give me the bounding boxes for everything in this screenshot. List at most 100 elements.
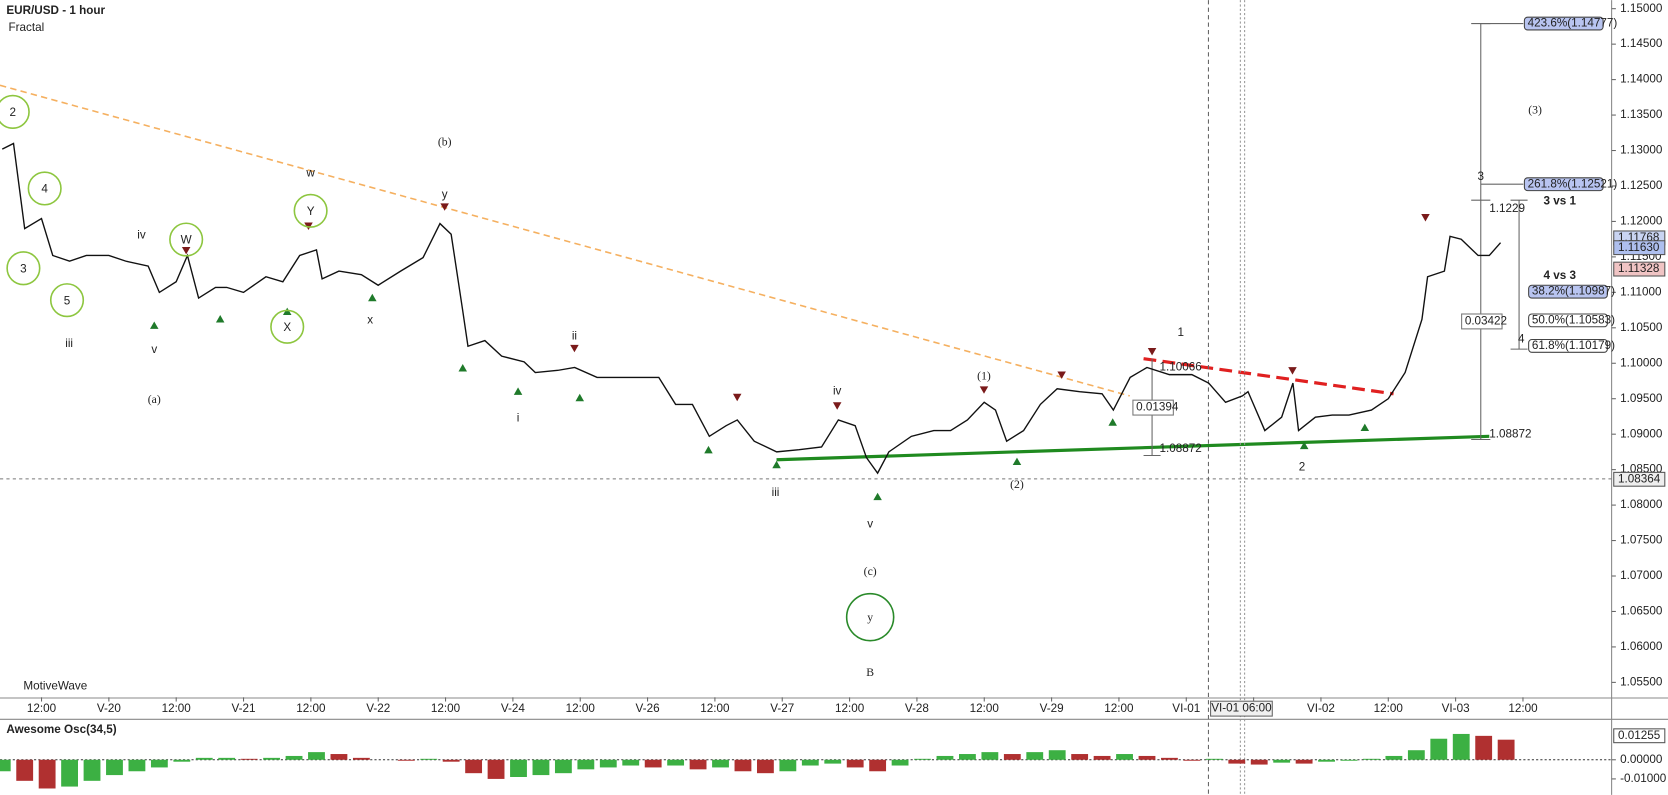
price-marker (1613, 240, 1666, 256)
x-tick-label: V-24 (501, 702, 526, 715)
wave-label: B (866, 666, 874, 679)
osc-bar (487, 759, 505, 779)
fractal-down (570, 344, 579, 353)
osc-bar (532, 759, 550, 776)
wave-circle (27, 171, 62, 206)
fib-label: 4 vs 3 (1544, 269, 1577, 282)
y-tick-label: 1.06000 (1620, 640, 1663, 653)
osc-bar (128, 759, 146, 772)
fractal-up (1108, 418, 1117, 426)
x-tick-label: 12:00 (1508, 702, 1538, 715)
osc-bar (1048, 750, 1066, 760)
x-tick-label: V-27 (770, 702, 794, 715)
wave-circle (49, 283, 85, 318)
osc-bar (599, 759, 617, 768)
wave-label: 5 (64, 294, 71, 307)
y-tick-label: 1.10500 (1620, 321, 1663, 334)
x-tick-label: 12:00 (1374, 702, 1404, 715)
x-tick-label: VI-03 (1442, 702, 1470, 715)
wave-circle (845, 592, 895, 642)
wave-label: y (867, 611, 873, 624)
wave-label: ii (572, 329, 577, 342)
x-tick-label: 12:00 (970, 702, 1000, 715)
osc-bar (1340, 759, 1358, 761)
x-tick-label: V-21 (232, 702, 256, 715)
measure-box (1132, 399, 1174, 416)
y-tick-label: 1.12000 (1620, 215, 1663, 228)
x-tick-label: V-26 (636, 702, 660, 715)
price-marker-label: 1.08364 (1618, 472, 1661, 485)
wave-circle (293, 193, 328, 228)
x-tick-label: 12:00 (27, 702, 57, 715)
wave-label: iv (833, 385, 842, 398)
fractal-up (282, 307, 292, 316)
fib-label: 61.8%(1.10179) (1532, 339, 1615, 352)
y-tick-label: 1.10000 (1620, 356, 1663, 369)
wave-label: (2) (1010, 478, 1024, 491)
indicator-title: Awesome Osc(34,5) (6, 723, 116, 736)
fractals (149, 203, 1430, 501)
wave-circle (6, 251, 41, 286)
fractal-up (1299, 441, 1309, 450)
fib-box (1528, 313, 1608, 328)
osc-bar (959, 754, 976, 760)
osc-bar (1295, 759, 1313, 764)
osc-bar (38, 759, 56, 789)
osc-bar (1385, 755, 1403, 760)
x-tick-label: 12:00 (431, 702, 461, 715)
fractal-down (1288, 367, 1297, 375)
fib-box (1523, 16, 1604, 31)
wave-label: v (151, 343, 157, 356)
fractal-up (1360, 423, 1370, 432)
osc-bar (330, 754, 348, 760)
wave-label: v (867, 518, 873, 531)
osc-bar (465, 759, 483, 774)
fractal-down (979, 386, 989, 394)
osc-bar (420, 758, 438, 760)
price-marker-label: 1.11328 (1618, 262, 1659, 275)
measure-label: 1.10066 (1160, 360, 1202, 373)
fractal-up (873, 492, 882, 501)
x-tick-label: 12:00 (1104, 702, 1134, 715)
osc-bar (1363, 758, 1380, 760)
wave-circle (270, 309, 305, 344)
indicator-name: Fractal (9, 21, 45, 34)
osc-bar (1228, 759, 1246, 764)
measure-label: 0.03422 (1465, 315, 1507, 328)
fractal-up (772, 460, 781, 469)
x-tick-label: V-28 (905, 702, 929, 715)
y-tick-label: 1.07500 (1620, 534, 1663, 547)
osc-bar (1116, 754, 1133, 760)
fib-box (1523, 177, 1604, 192)
price-marker-label: 1.11630 (1618, 241, 1660, 254)
osc-bar (756, 759, 774, 774)
wave-label: W (181, 234, 192, 247)
fib-label: 3 vs 1 (1544, 194, 1577, 207)
osc-bar (1475, 735, 1493, 760)
osc-bar (869, 759, 887, 772)
fractal-up (575, 393, 585, 402)
osc-bar (891, 759, 909, 766)
osc-bar (1407, 750, 1425, 760)
x-tick-label: 12:00 (566, 702, 596, 715)
wave-label: (b) (438, 135, 452, 148)
wave-label: 4 (1518, 333, 1525, 346)
wave-circle (169, 222, 204, 257)
wave-label: x (367, 313, 373, 326)
wave-label: iii (772, 486, 780, 499)
fib-box (1528, 338, 1608, 353)
wave-label: w (305, 167, 315, 180)
fib-label: 423.6%(1.14777) (1528, 17, 1618, 30)
osc-bar (1026, 752, 1044, 760)
y-tick-label: 0.00000 (1620, 753, 1663, 766)
fractal-up (458, 363, 467, 372)
osc-bar (510, 759, 527, 778)
wave-label: 1 (1178, 326, 1185, 339)
y-tick-label: 1.14500 (1620, 37, 1663, 50)
osc-bar (689, 759, 707, 770)
fib-label: 38.2%(1.10987) (1532, 285, 1615, 298)
wave-circle (0, 94, 30, 129)
x-tick-label: 12:00 (835, 702, 865, 715)
price-marker-label: 0.01255 (1618, 729, 1661, 742)
